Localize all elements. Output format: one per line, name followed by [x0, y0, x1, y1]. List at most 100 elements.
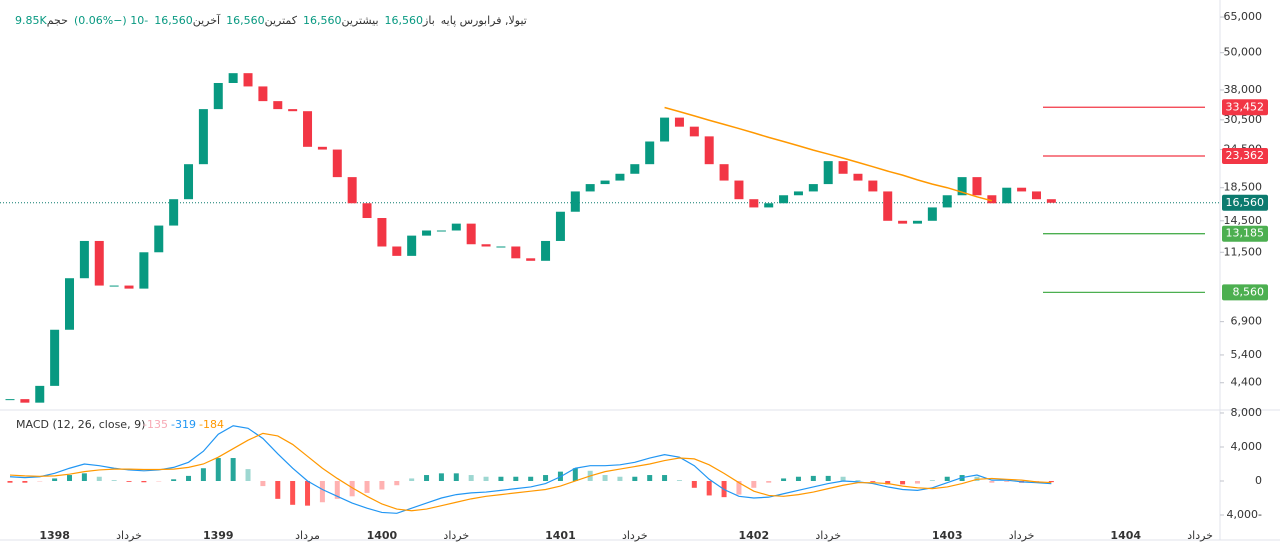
histogram-bar [409, 478, 415, 481]
histogram-bar [275, 480, 281, 499]
y-tick-label: 6,900 [1231, 315, 1263, 328]
candle [898, 220, 908, 224]
candle [630, 164, 640, 174]
x-tick-label: 1403 [932, 529, 963, 542]
price-label: 8,560 [1233, 285, 1265, 298]
stat-value: 16,560 [384, 14, 424, 27]
candle [704, 136, 714, 165]
candle [407, 235, 417, 256]
candle [912, 220, 922, 224]
histogram-bar [290, 480, 296, 505]
candle [35, 385, 45, 403]
candle [451, 223, 461, 231]
histogram-bar [810, 475, 816, 481]
histogram-bar [766, 480, 772, 483]
candle [734, 180, 744, 200]
y-tick-label: 18,500 [1224, 181, 1263, 194]
candle [422, 230, 432, 236]
histogram-bar [691, 480, 697, 488]
candle [570, 191, 580, 212]
histogram-bar [944, 476, 950, 481]
histogram-bar [706, 480, 712, 496]
histogram-bar [438, 473, 444, 481]
histogram-bar [7, 480, 13, 483]
candle [466, 223, 476, 245]
x-tick-label: خرداد [1009, 529, 1035, 542]
candle [109, 285, 119, 287]
stat-value: 9.85K [15, 14, 47, 27]
price-label: 16,560 [1226, 196, 1265, 209]
y-tick-label: 5,400 [1231, 348, 1263, 361]
histogram-bar [1048, 480, 1054, 483]
candle [258, 86, 268, 102]
x-tick-label: خرداد [1187, 529, 1213, 542]
candle [808, 184, 818, 192]
candle [674, 117, 684, 127]
candle [749, 199, 759, 208]
histogram-bar [676, 480, 682, 481]
symbol: تیولا, فرابورس پایه [440, 14, 527, 27]
histogram-bar [349, 480, 355, 497]
histogram-bar [394, 480, 400, 486]
candle [779, 195, 789, 204]
candle [511, 246, 521, 259]
candles [5, 73, 1056, 403]
candle [124, 285, 134, 289]
stat-label: آخرین [192, 14, 221, 27]
histogram-bar [795, 476, 801, 481]
x-tick-label: خرداد [815, 529, 841, 542]
x-tick-label: 1398 [39, 529, 70, 542]
histogram-bar [781, 478, 787, 481]
histogram-bar [543, 475, 549, 481]
y-tick-label: 4,000 [1231, 440, 1263, 453]
candle [65, 278, 75, 330]
histogram-bar [989, 480, 995, 483]
x-tick-label: مرداد [295, 529, 320, 542]
histogram-bar [870, 480, 876, 482]
price-label: 33,452 [1226, 100, 1265, 113]
histogram-bar [215, 458, 221, 481]
candle [496, 246, 506, 248]
histogram-bar [141, 480, 147, 483]
histogram-bar [305, 480, 311, 506]
candle [1017, 187, 1027, 192]
x-tick-label: 1399 [203, 529, 234, 542]
price-label: 13,185 [1226, 227, 1265, 240]
candle [20, 399, 30, 403]
candle [660, 117, 670, 142]
histogram-bar [126, 480, 132, 482]
candle [526, 258, 536, 261]
histogram-bar [929, 480, 935, 481]
histogram-bar [900, 480, 906, 485]
histogram-bar [260, 480, 266, 487]
y-tick-label: 8,000 [1231, 406, 1263, 419]
candle [347, 177, 357, 204]
stat-value: 16,560 [226, 14, 265, 27]
candle [481, 244, 491, 247]
macd-line [9, 425, 1052, 514]
legend-value: -135 [143, 418, 168, 431]
candle [1031, 191, 1041, 200]
histogram-bar [245, 469, 251, 481]
candle [392, 246, 402, 256]
candle [555, 211, 565, 241]
histogram-bar [855, 480, 861, 481]
candle [273, 101, 283, 110]
y-tick-label: 30,500 [1224, 113, 1263, 126]
price-label-box [1222, 148, 1268, 165]
price-label: 23,362 [1226, 149, 1265, 162]
histogram-bar [111, 480, 117, 481]
price-label-box [1222, 194, 1268, 211]
stat-value: 16,560 [303, 14, 342, 27]
x-tick-label: خرداد [622, 529, 648, 542]
histogram-bar [632, 476, 638, 481]
histogram-bar [171, 479, 177, 481]
candle [243, 73, 253, 87]
histogram-bar [52, 478, 58, 481]
stat: کمترین16,560 [226, 14, 297, 27]
histogram-bar [424, 475, 430, 481]
y-tick-label: 14,500 [1224, 214, 1263, 227]
histogram-bar [825, 475, 831, 481]
y-tick-label: 4,000- [1227, 508, 1262, 521]
histogram-bar [736, 480, 742, 495]
